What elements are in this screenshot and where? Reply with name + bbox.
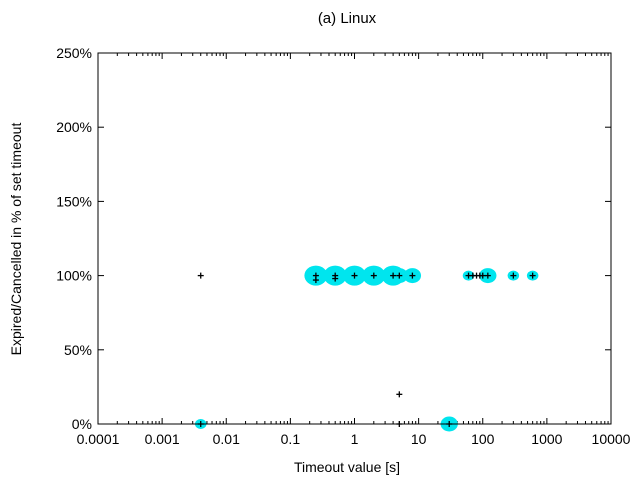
x-axis-label: Timeout value [s]: [294, 459, 400, 475]
x-tick-label: 0.001: [145, 431, 180, 447]
plus-point: [409, 272, 416, 279]
plus-point: [390, 272, 397, 279]
plus-point: [332, 275, 339, 282]
x-tick-label: 0.0001: [77, 431, 120, 447]
plus-point: [529, 272, 536, 279]
plus-point: [396, 272, 403, 279]
plus-point: [484, 272, 491, 279]
plus-point: [510, 272, 517, 279]
x-tick-label: 10: [411, 431, 427, 447]
plus-point: [197, 272, 204, 279]
plot-marks: [194, 265, 539, 432]
y-axis-label: Expired/Cancelled in % of set timeout: [8, 123, 24, 356]
plus-point: [370, 272, 377, 279]
y-tick-label: 50%: [64, 342, 92, 358]
chart-title: (a) Linux: [318, 10, 377, 27]
x-tick-label: 1000: [531, 431, 562, 447]
x-tick-label: 0.01: [213, 431, 240, 447]
plus-point: [351, 272, 358, 279]
plus-point: [312, 277, 319, 284]
y-tick-label: 0%: [72, 416, 92, 432]
plot-frame: [97, 52, 612, 425]
y-tick-label: 200%: [56, 119, 92, 135]
y-tick-label: 150%: [56, 193, 92, 209]
y-tick-label: 250%: [56, 45, 92, 61]
axis-ticks: 0.0001 0.001 0.01 0.1 1 10 100 1000 10000 0% 50% 10…: [56, 45, 630, 447]
x-tick-label: 0.1: [281, 431, 301, 447]
plus-point: [479, 272, 486, 279]
x-tick-label: 1: [351, 431, 359, 447]
y-tick-label: 100%: [56, 268, 92, 284]
x-tick-label: 100: [471, 431, 495, 447]
x-tick-label: 10000: [592, 431, 631, 447]
plus-point: [396, 391, 403, 398]
